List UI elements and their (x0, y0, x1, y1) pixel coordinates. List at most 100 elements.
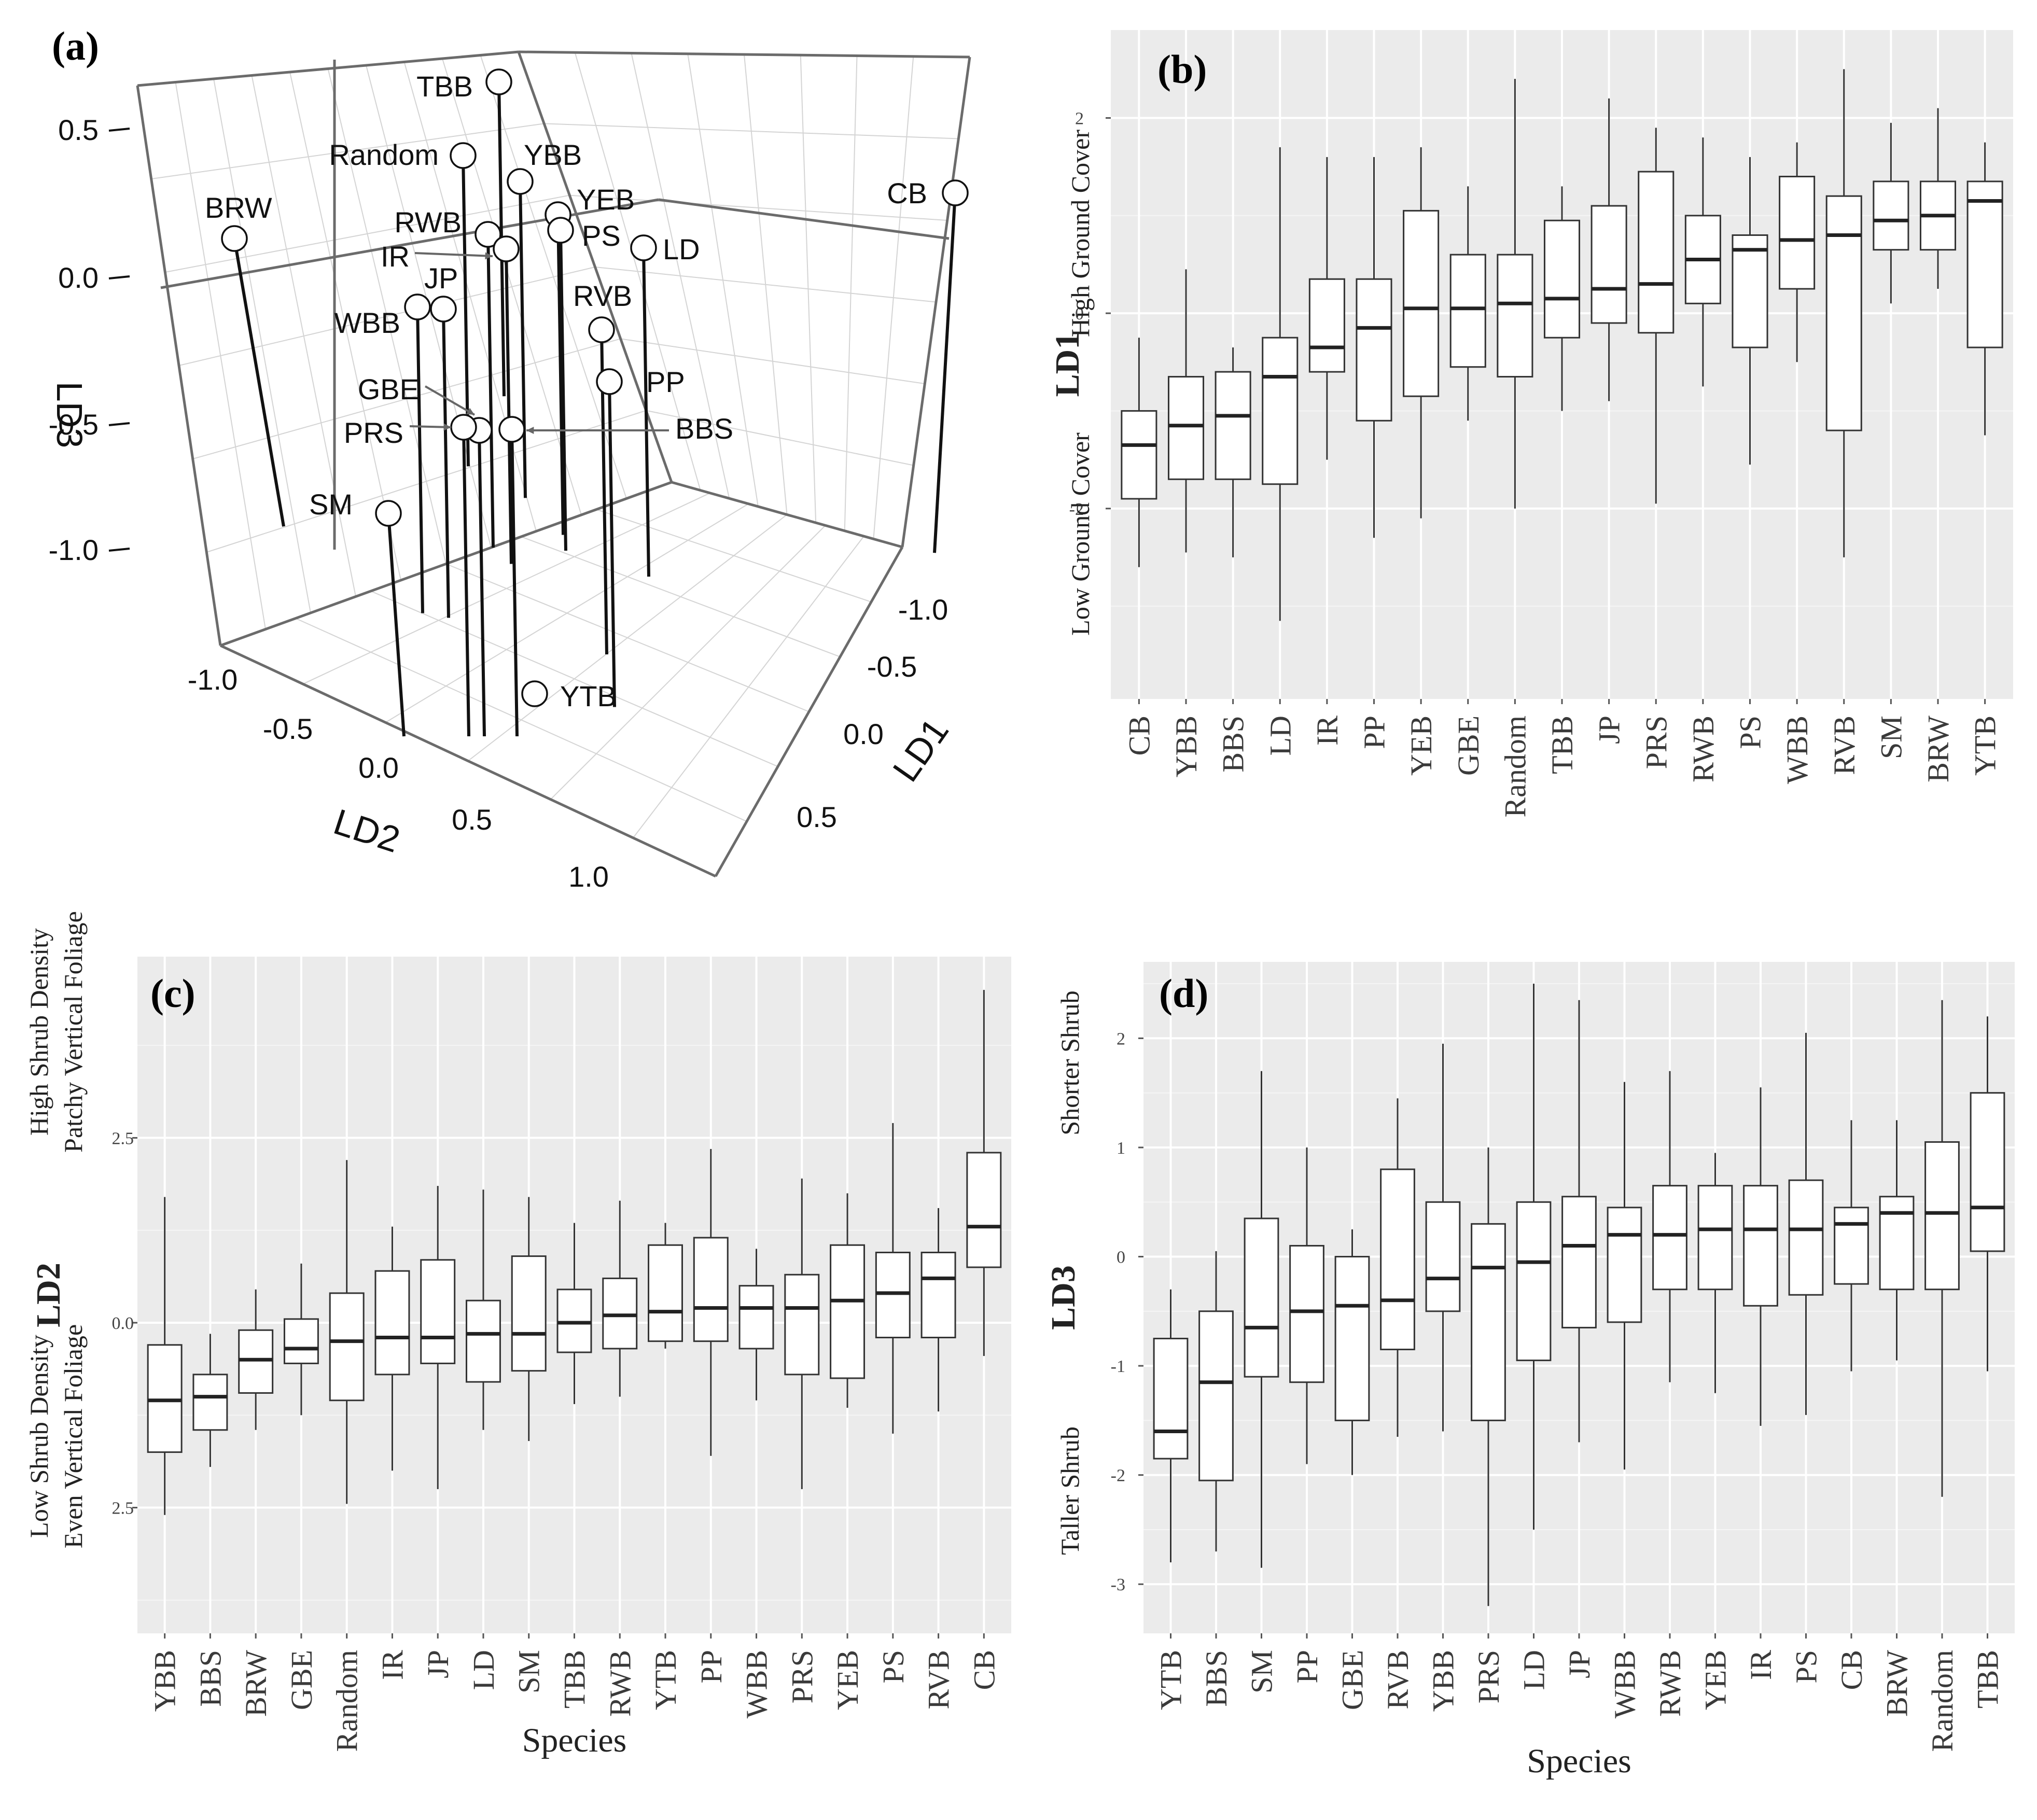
iqr-box (875, 1251, 911, 1339)
panel-c-x-tick-label: Random (330, 1650, 364, 1752)
panel-d-box-YEB (1697, 1153, 1733, 1393)
iqr-box (1153, 1337, 1189, 1460)
iqr-box (1697, 1185, 1733, 1291)
panel-a-point-label-TBB: TBB (416, 70, 473, 103)
panel-a-stem-PS (559, 230, 567, 551)
panel-a-stem-BRW (233, 238, 285, 527)
panel-a-ld3-tick-mark (108, 275, 130, 279)
panel-b-box-BRW (1919, 108, 1957, 289)
panel-d-box-YBB (1425, 1043, 1461, 1432)
panel-c-box-TBB (556, 1223, 592, 1404)
iqr-box (1966, 180, 2003, 348)
panel-b-y-tick-label: 2 (1075, 109, 1084, 128)
panel-a-frame-edge (671, 481, 903, 549)
panel-d-box-JP (1561, 1000, 1597, 1443)
panel-a-ld1-tick-label: -0.5 (867, 650, 917, 683)
panel-a-arrow-GBE (424, 385, 476, 416)
iqr-box (1743, 1185, 1778, 1307)
panel-c-boxplot: 2.5 0.0 2.5 YBB BBS BRW GBE Random IR JP LD SM TBB RW… (24, 911, 1011, 1759)
panel-a-frame-edge (220, 481, 672, 647)
panel-a-point-YBB (507, 168, 534, 195)
panel-a-frame-edge (136, 85, 222, 646)
panel-a-point-label-JP: JP (424, 262, 458, 295)
panel-c-box-PS (875, 1123, 911, 1434)
panel-a-frame-edge (658, 198, 950, 240)
panel-a-point-label-BBS: BBS (675, 412, 733, 445)
panel-d-x-tick-label: CB (1835, 1650, 1868, 1690)
iqr-box (784, 1273, 820, 1376)
iqr-box (693, 1237, 729, 1342)
panel-c-x-tick-label: PS (876, 1650, 910, 1684)
panel-b-letter: (b) (1157, 47, 1207, 92)
panel-a-point-label-SM: SM (309, 488, 353, 521)
panel-c-plot-area: 2.5 0.0 2.5 YBB BBS BRW GBE Random IR JP LD SM TBB RW… (24, 911, 1011, 1759)
panel-b-box-YBB (1167, 269, 1205, 553)
panel-d-box-Random (1924, 1000, 1960, 1497)
panel-d-y-tick-label: -1 (1111, 1357, 1125, 1376)
iqr-box (1879, 1196, 1915, 1291)
panel-a-stem-CB (933, 192, 957, 553)
panel-a-point-label-PRS: PRS (344, 416, 403, 449)
panel-a-point-label-RWB: RWB (394, 206, 462, 239)
iqr-box (1497, 254, 1533, 378)
panel-b-box-RWB (1684, 137, 1721, 387)
panel-b-x-tick-label: IR (1310, 716, 1344, 746)
panel-d-x-tick-label: BRW (1880, 1650, 1914, 1717)
panel-a-point-label-YTB: YTB (560, 680, 617, 712)
panel-a-point-WBB (404, 293, 431, 320)
panel-d-box-LD (1516, 984, 1552, 1530)
iqr-box (1779, 175, 1816, 290)
panel-c-letter: (c) (150, 971, 196, 1016)
panel-b-x-tick-label: RVB (1827, 716, 1861, 775)
panel-a-ld3-tick-mark (108, 548, 130, 552)
panel-b-box-CB (1121, 338, 1157, 567)
panel-c-x-tick-label: TBB (558, 1650, 592, 1709)
panel-c-x-tick-label: YTB (649, 1650, 682, 1710)
iqr-box (1543, 219, 1581, 339)
iqr-box (920, 1251, 956, 1339)
panel-b-box-WBB (1779, 142, 1816, 362)
iqr-box (511, 1255, 547, 1372)
iqr-box (1834, 1207, 1869, 1285)
iqr-box (1732, 234, 1768, 348)
panel-d-x-tick-label: RWB (1653, 1650, 1687, 1717)
iqr-box (283, 1318, 319, 1364)
panel-d-x-tick-label: IR (1744, 1650, 1778, 1680)
panel-a-arrow-GBE-head (466, 408, 475, 415)
panel-a-point-PP (596, 368, 623, 395)
panel-d-box-BBS (1198, 1251, 1234, 1552)
panel-d-box-BRW (1879, 1120, 1915, 1361)
panel-c-y-tick-label: 0.0 (112, 1314, 134, 1333)
panel-a-frame-edge (714, 546, 904, 877)
iqr-box (374, 1270, 410, 1376)
panel-a-stem-YEB (556, 214, 565, 535)
panel-a-arrow-BBS-head (526, 427, 534, 434)
panel-d-y-tick-label: -2 (1111, 1466, 1125, 1486)
panel-d-box-YTB (1153, 1289, 1189, 1563)
panel-b-x-tick-label: PS (1734, 716, 1767, 749)
iqr-box (1638, 171, 1675, 334)
panel-a-point-label-GBE: GBE (358, 373, 419, 405)
panel-a-point-JP (430, 296, 457, 323)
panel-d-box-PS (1788, 1032, 1824, 1415)
panel-a-point-label-Random: Random (329, 138, 439, 171)
panel-c-x-tick-label: RWB (603, 1650, 637, 1717)
iqr-box (1289, 1244, 1324, 1383)
iqr-box (1121, 410, 1157, 500)
panel-d-y-tick-label: -3 (1111, 1575, 1125, 1594)
iqr-box (1403, 209, 1440, 397)
panel-b-x-tick-label: BRW (1921, 716, 1955, 782)
panel-d-x-tick-label: WBB (1608, 1650, 1642, 1718)
iqr-box (1167, 376, 1205, 480)
panel-d-box-SM (1244, 1071, 1279, 1568)
panel-a-point-PS (547, 217, 574, 244)
panel-c-y-axis-title: LD2 (30, 1263, 67, 1327)
panel-c-box-YTB (648, 1223, 683, 1349)
panel-b-box-Random (1497, 79, 1533, 509)
panel-c-box-PRS (784, 1178, 820, 1489)
panel-a-point-PRS (450, 414, 477, 441)
panel-d-high-label: Shorter Shrub (1055, 990, 1084, 1135)
panel-c-box-SM (511, 1197, 547, 1441)
panel-a-point-RVB (588, 316, 615, 343)
